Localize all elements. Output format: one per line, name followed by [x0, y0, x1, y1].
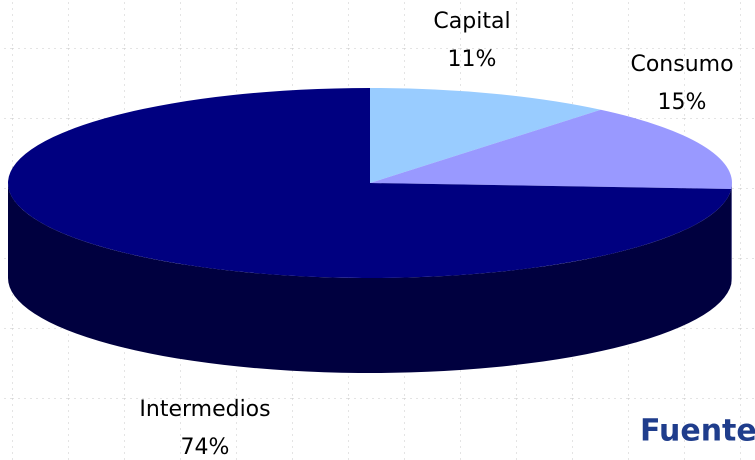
pie — [8, 88, 733, 374]
slice-label: Consumo — [630, 52, 733, 77]
slice-side — [731, 183, 732, 284]
slice-label: Capital — [433, 9, 510, 34]
slice — [8, 88, 732, 278]
slice-value-label: 74% — [181, 435, 230, 460]
slice — [370, 109, 733, 189]
source-label: Fuente: — [640, 414, 755, 449]
slice-label: Intermedios — [139, 397, 270, 422]
slice — [370, 88, 601, 183]
slice-value-label: 11% — [448, 47, 497, 72]
slice-value-label: 15% — [658, 90, 707, 115]
slice-side — [8, 183, 732, 374]
